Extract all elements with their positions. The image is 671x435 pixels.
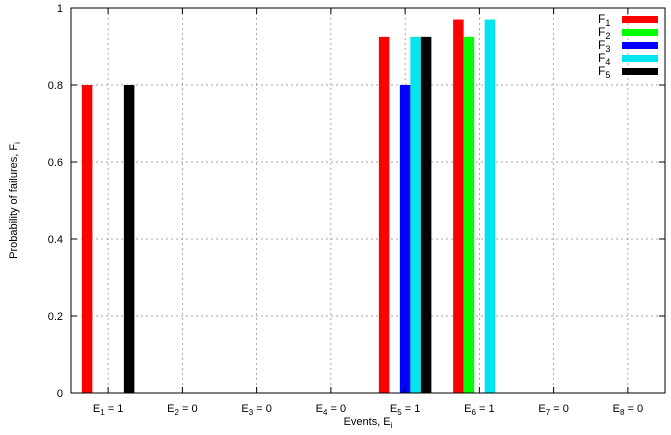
x-tick-label: E4 = 0 bbox=[316, 403, 346, 417]
bar-f1-e5 bbox=[378, 36, 390, 393]
grid bbox=[71, 8, 665, 393]
bar-f1-e6 bbox=[453, 19, 464, 394]
x-tick-label: E7 = 0 bbox=[538, 403, 568, 417]
bar-f4-e6 bbox=[484, 19, 496, 394]
legend-label-f4: F4 bbox=[598, 51, 610, 67]
y-tick-label: 0.2 bbox=[48, 311, 63, 323]
bar-f2-e6 bbox=[463, 36, 475, 393]
legend-swatch-f4 bbox=[622, 55, 658, 62]
legend-label-f2: F2 bbox=[598, 25, 610, 41]
y-tick-label: 0.4 bbox=[48, 234, 63, 246]
legend-swatch-f3 bbox=[622, 42, 658, 49]
legend-label-f1: F1 bbox=[598, 12, 610, 28]
bar-f4-e5 bbox=[410, 36, 421, 393]
plot-frame bbox=[70, 7, 666, 394]
y-tick-label: 0 bbox=[57, 388, 63, 400]
x-axis-ticks: E1 = 1 E2 = 0 E3 = 0 E4 = 0 E5 = 1 E6 = 1 E7 =… bbox=[93, 8, 643, 417]
x-tick-label: E1 = 1 bbox=[93, 403, 123, 417]
y-tick-label: 0.6 bbox=[48, 157, 63, 169]
bar-f5-e5 bbox=[420, 36, 432, 393]
legend-label-f5: F5 bbox=[598, 64, 610, 80]
x-tick-label: E5 = 1 bbox=[390, 403, 420, 417]
legend-swatch-f5 bbox=[622, 68, 658, 75]
y-axis-label: Probability of failures, Fi bbox=[8, 142, 22, 259]
x-axis-label: Events, Ei bbox=[344, 416, 393, 430]
x-tick-label: E2 = 0 bbox=[167, 403, 197, 417]
y-tick-label: 0.8 bbox=[48, 80, 63, 92]
legend-swatch-f2 bbox=[622, 29, 658, 36]
bars bbox=[81, 19, 496, 394]
legend-label-f3: F3 bbox=[598, 38, 610, 54]
x-tick-label: E3 = 0 bbox=[241, 403, 271, 417]
x-tick-label: E8 = 0 bbox=[613, 403, 643, 417]
bar-f1-e1 bbox=[81, 85, 93, 393]
x-tick-label: E6 = 1 bbox=[464, 403, 494, 417]
bar-f5-e1 bbox=[123, 85, 135, 393]
y-tick-label: 1 bbox=[57, 3, 63, 15]
bar-f3-e5 bbox=[399, 85, 411, 393]
legend-swatch-f1 bbox=[622, 16, 658, 23]
y-axis-ticks: 0 0.2 0.4 0.6 0.8 1 bbox=[48, 3, 665, 400]
